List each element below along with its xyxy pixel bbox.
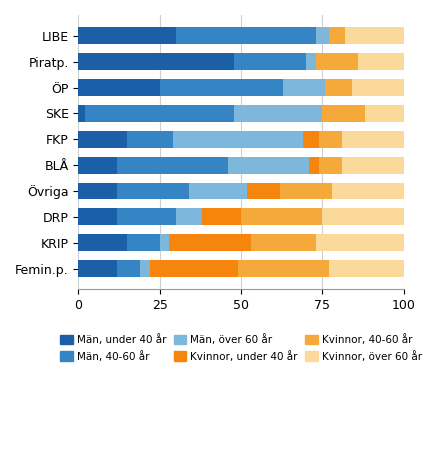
Bar <box>78 183 117 199</box>
Bar <box>117 208 175 225</box>
Bar <box>117 157 227 173</box>
Bar <box>364 105 403 122</box>
Bar <box>227 157 309 173</box>
Bar <box>309 157 318 173</box>
Bar <box>78 131 127 148</box>
Bar <box>250 234 315 251</box>
Bar <box>315 28 328 44</box>
Bar <box>78 234 127 251</box>
Bar <box>78 105 85 122</box>
Bar <box>78 208 117 225</box>
Bar <box>159 234 169 251</box>
Bar <box>344 28 403 44</box>
Bar <box>247 183 279 199</box>
Bar <box>357 53 403 70</box>
Bar <box>328 260 403 277</box>
Bar <box>315 234 403 251</box>
Bar <box>117 260 140 277</box>
Legend: Män, under 40 år, Män, 40-60 år, Män, över 60 år, Kvinnor, under 40 år, Kvinnor,: Män, under 40 år, Män, 40-60 år, Män, öv… <box>56 331 425 365</box>
Bar <box>127 131 172 148</box>
Bar <box>150 260 237 277</box>
Bar <box>341 131 403 148</box>
Bar <box>315 53 357 70</box>
Bar <box>140 260 150 277</box>
Bar <box>127 234 159 251</box>
Bar <box>318 131 341 148</box>
Bar <box>169 234 250 251</box>
Bar <box>318 157 341 173</box>
Bar <box>331 183 403 199</box>
Bar <box>237 260 328 277</box>
Bar <box>85 105 234 122</box>
Bar <box>78 79 159 96</box>
Bar <box>302 131 318 148</box>
Bar <box>78 157 117 173</box>
Bar <box>341 157 403 173</box>
Bar <box>322 105 364 122</box>
Bar <box>322 208 403 225</box>
Bar <box>117 183 188 199</box>
Bar <box>283 79 325 96</box>
Bar <box>234 53 305 70</box>
Bar <box>305 53 315 70</box>
Bar <box>159 79 283 96</box>
Bar <box>172 131 302 148</box>
Bar <box>175 208 201 225</box>
Bar <box>201 208 240 225</box>
Bar <box>351 79 403 96</box>
Bar <box>328 28 344 44</box>
Bar <box>78 260 117 277</box>
Bar <box>325 79 351 96</box>
Bar <box>78 28 175 44</box>
Bar <box>175 28 315 44</box>
Bar <box>78 53 234 70</box>
Bar <box>240 208 322 225</box>
Bar <box>279 183 331 199</box>
Bar <box>188 183 247 199</box>
Bar <box>234 105 322 122</box>
